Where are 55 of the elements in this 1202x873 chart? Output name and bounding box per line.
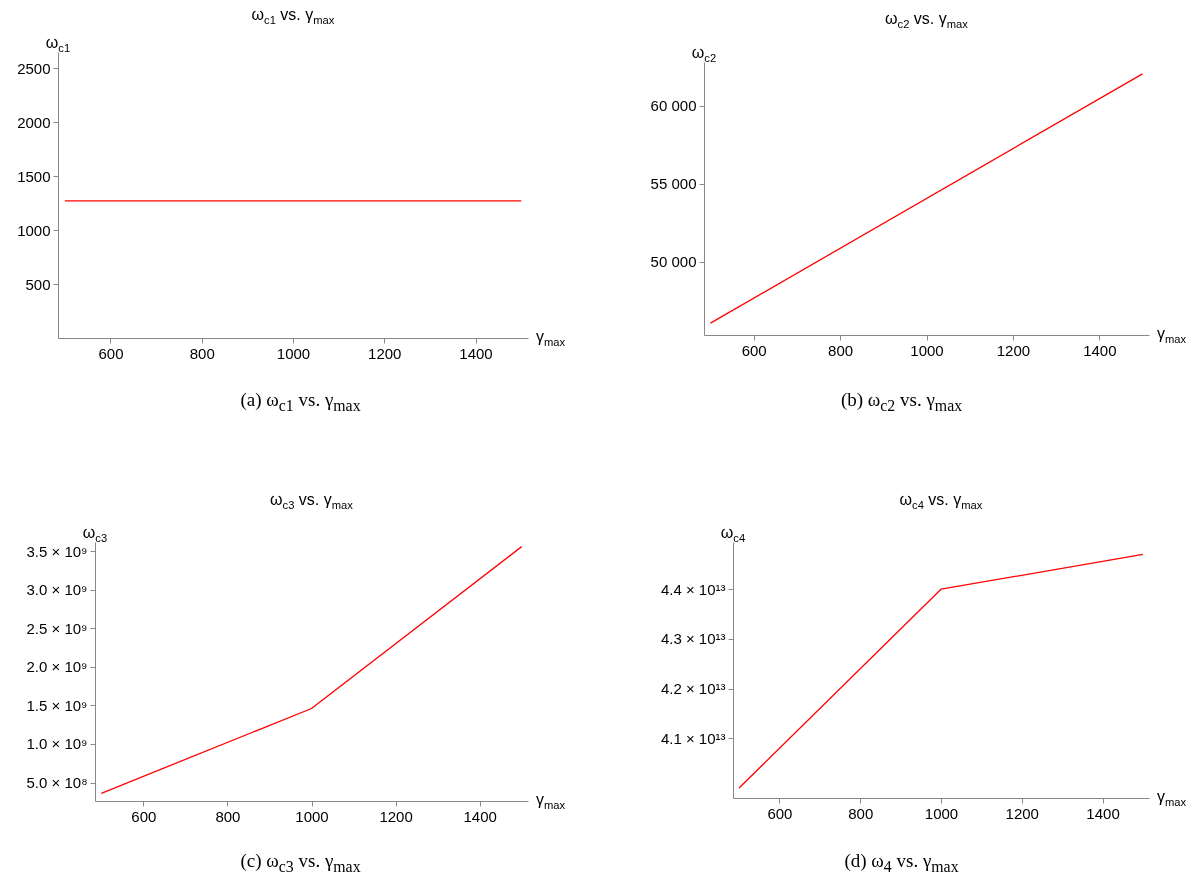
y-tick-label: 55 000	[650, 175, 697, 193]
y-tick-label: 60 000	[650, 97, 697, 115]
y-tick-label: 4.1 × 10¹³	[660, 729, 726, 747]
y-tick-label: 2.5 × 10⁹	[26, 619, 88, 637]
y-axis-title: ω$_{c2}$	[691, 43, 717, 64]
y-tick-label: 2.0 × 10⁹	[26, 658, 88, 676]
y-tick-label: 1.5 × 10⁹	[26, 696, 88, 714]
x-axis-title: γ$_{max}$	[536, 327, 566, 349]
x-tick-label: 600	[131, 807, 157, 825]
y-tick-label: 4.3 × 10¹³	[660, 630, 726, 648]
x-tick-label: 1000	[276, 344, 311, 362]
chart-title: ω$_{c2}$ vs. γ$_{max}$	[885, 9, 968, 31]
y-tick-label: 4.2 × 10¹³	[660, 680, 726, 698]
x-tick-label: 600	[767, 804, 793, 822]
x-tick-label: 800	[215, 807, 241, 825]
x-axis-title: γ$_{max}$	[1157, 787, 1187, 809]
y-tick-label: 1000	[17, 221, 51, 239]
x-tick-label: 1400	[459, 344, 493, 362]
chart-title: ω$_{c1}$ vs. γ$_{max}$	[251, 5, 335, 27]
x-tick-label: 1400	[1086, 804, 1120, 822]
y-tick-label: 500	[25, 275, 51, 293]
y-tick-label: 2000	[17, 113, 51, 131]
x-tick-label: 800	[828, 341, 854, 359]
x-axis-title: γ$_{max}$	[536, 790, 566, 812]
x-tick-label: 1200	[1005, 804, 1039, 822]
x-tick-label: 1000	[295, 807, 329, 825]
y-tick-label: 3.0 × 10⁹	[26, 581, 88, 599]
y-tick-label: 2500	[17, 59, 51, 77]
x-axis-title: γ$_{max}$	[1157, 324, 1187, 346]
x-tick-label: 600	[98, 344, 124, 362]
x-tick-label: 1200	[379, 807, 413, 825]
y-axis-title: ω$_{c3}$	[82, 523, 108, 544]
y-tick-label: 50 000	[650, 253, 697, 271]
y-tick-label: 4.4 × 10¹³	[660, 580, 726, 598]
x-tick-label: 800	[848, 804, 874, 822]
x-tick-label: 600	[741, 341, 767, 359]
y-tick-label: 1.0 × 10⁹	[26, 735, 88, 753]
x-tick-label: 1200	[996, 341, 1031, 359]
chart-title: ω$_{c3}$ vs. γ$_{max}$	[270, 490, 353, 512]
x-tick-label: 1400	[463, 807, 497, 825]
y-tick-label: 3.5 × 10⁹	[26, 542, 88, 560]
text: (d) ω$_{4}$ vs. γ$_{max}$	[844, 850, 959, 873]
x-tick-label: 1200	[368, 344, 402, 362]
chart-title: ω$_{c4}$ vs. γ$_{max}$	[899, 490, 983, 512]
text: (a) ω$_{c1}$ vs. γ$_{max}$	[240, 389, 361, 415]
x-tick-label: 1000	[924, 804, 959, 822]
text: (c) ω$_{c3}$ vs. γ$_{max}$	[240, 850, 361, 873]
y-tick-label: 1500	[17, 167, 51, 185]
y-axis-title: ω$_{c4}$	[720, 523, 746, 544]
x-tick-label: 1000	[910, 341, 944, 359]
text: (b) ω$_{c2}$ vs. γ$_{max}$	[840, 389, 963, 415]
x-tick-label: 1400	[1083, 341, 1117, 359]
x-tick-label: 800	[189, 344, 215, 362]
y-tick-label: 5.0 × 10⁸	[26, 774, 88, 791]
y-axis-title: ω$_{c1}$	[45, 33, 71, 54]
